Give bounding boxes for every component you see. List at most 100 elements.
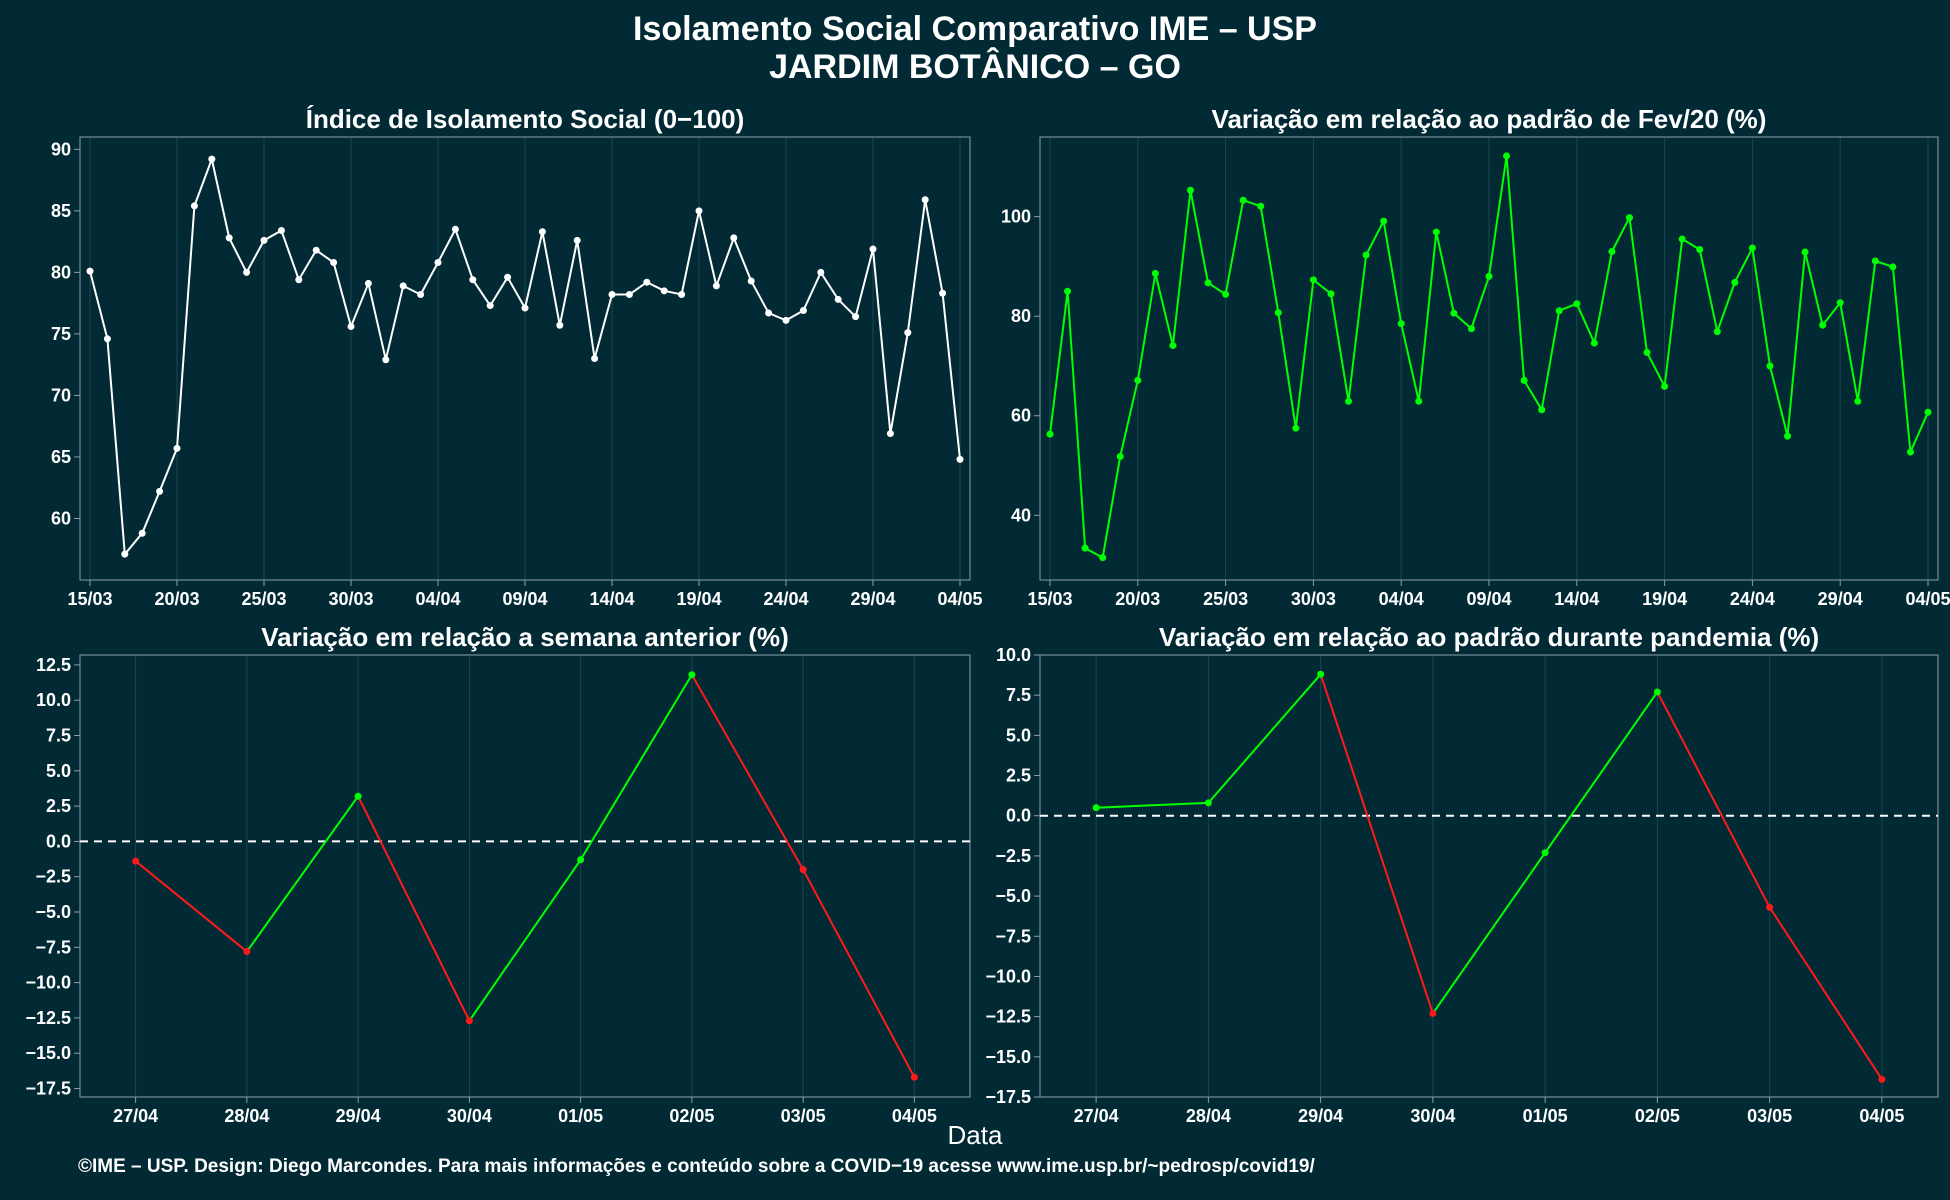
data-point bbox=[86, 267, 94, 275]
data-point bbox=[869, 245, 877, 253]
data-point bbox=[465, 1017, 473, 1025]
data-point bbox=[1204, 799, 1212, 807]
data-point bbox=[765, 309, 773, 317]
x-tick-label: 30/03 bbox=[1291, 589, 1336, 609]
data-point bbox=[1317, 670, 1325, 678]
data-point bbox=[1590, 339, 1598, 347]
data-point bbox=[1046, 430, 1054, 438]
x-tick-label: 20/03 bbox=[154, 589, 199, 609]
data-point bbox=[834, 295, 842, 303]
data-point bbox=[1292, 424, 1300, 432]
series-segment bbox=[1319, 673, 1434, 1014]
y-tick-label: −12.5 bbox=[25, 1008, 71, 1028]
data-point bbox=[1696, 245, 1704, 253]
data-point bbox=[190, 202, 198, 210]
x-tick-label: 29/04 bbox=[336, 1106, 381, 1126]
data-point bbox=[782, 316, 790, 324]
data-point bbox=[1784, 432, 1792, 440]
x-tick-label: 02/05 bbox=[1635, 1106, 1680, 1126]
data-point bbox=[1151, 269, 1159, 277]
x-tick-label: 25/03 bbox=[1203, 589, 1248, 609]
data-point bbox=[660, 287, 668, 295]
data-point bbox=[521, 304, 529, 312]
x-tick-label: 03/05 bbox=[1747, 1106, 1792, 1126]
data-point bbox=[1608, 247, 1616, 255]
chart-panel-3: Variação em relação a semana anterior (%… bbox=[25, 622, 971, 1126]
y-tick-label: 65 bbox=[51, 447, 71, 467]
data-point bbox=[1643, 349, 1651, 357]
x-tick-label: 04/05 bbox=[1859, 1106, 1904, 1126]
x-tick-label: 01/05 bbox=[558, 1106, 603, 1126]
data-point bbox=[1541, 849, 1549, 857]
x-tick-label: 24/04 bbox=[1730, 589, 1775, 609]
y-tick-label: 5.0 bbox=[46, 761, 71, 781]
data-point bbox=[1748, 244, 1756, 252]
data-point bbox=[910, 1073, 918, 1081]
x-tick-label: 27/04 bbox=[1074, 1106, 1119, 1126]
series-segment bbox=[1432, 852, 1546, 1014]
x-tick-label: 09/04 bbox=[502, 589, 547, 609]
data-point bbox=[225, 234, 233, 242]
data-point bbox=[886, 430, 894, 438]
y-tick-label: −17.5 bbox=[985, 1087, 1031, 1107]
x-tick-label: 03/05 bbox=[781, 1106, 826, 1126]
plot-frame bbox=[79, 654, 971, 1098]
data-point bbox=[1327, 290, 1335, 298]
data-point bbox=[1345, 397, 1353, 405]
data-point bbox=[1538, 406, 1546, 414]
panel-title: Índice de Isolamento Social (0−100) bbox=[306, 104, 745, 134]
x-tick-label: 27/04 bbox=[113, 1106, 158, 1126]
y-tick-label: 0.0 bbox=[1006, 806, 1031, 826]
y-tick-label: 80 bbox=[51, 262, 71, 282]
title-line-1: Isolamento Social Comparativo IME – USP bbox=[633, 10, 1317, 48]
x-tick-label: 30/04 bbox=[447, 1106, 492, 1126]
y-tick-label: −12.5 bbox=[985, 1007, 1031, 1027]
data-point bbox=[678, 291, 686, 299]
x-tick-label: 28/04 bbox=[1186, 1106, 1231, 1126]
data-point bbox=[364, 279, 372, 287]
x-tick-label: 04/05 bbox=[937, 589, 982, 609]
panel-title: Variação em relação a semana anterior (%… bbox=[261, 622, 789, 652]
data-point bbox=[1801, 248, 1809, 256]
data-point bbox=[1731, 278, 1739, 286]
x-tick-label: 24/04 bbox=[763, 589, 808, 609]
data-point bbox=[132, 857, 140, 865]
data-point bbox=[1906, 448, 1914, 456]
y-tick-label: 90 bbox=[51, 139, 71, 159]
x-tick-label: 04/04 bbox=[415, 589, 460, 609]
x-tick-label: 29/04 bbox=[850, 589, 895, 609]
data-point bbox=[1678, 235, 1686, 243]
y-tick-label: 7.5 bbox=[46, 725, 71, 745]
data-point bbox=[591, 355, 599, 362]
data-point bbox=[1274, 309, 1282, 317]
data-point bbox=[1889, 263, 1897, 271]
data-point bbox=[1362, 251, 1370, 259]
x-tick-label: 14/04 bbox=[1554, 589, 1599, 609]
chart-panel-1: Índice de Isolamento Social (0−100) 90 85 8… bbox=[51, 104, 983, 609]
panel-title: Variação em relação ao padrão durante pa… bbox=[1159, 622, 1819, 652]
x-tick-label: 04/05 bbox=[1905, 589, 1950, 609]
data-point bbox=[577, 856, 585, 864]
data-point bbox=[1064, 287, 1072, 295]
data-point bbox=[208, 155, 216, 163]
footer-credit: ©IME – USP. Design: Diego Marcondes. Par… bbox=[78, 1156, 1315, 1177]
series-segment bbox=[1096, 801, 1209, 809]
y-tick-label: 7.5 bbox=[1006, 685, 1031, 705]
data-point bbox=[260, 236, 268, 244]
data-point bbox=[1653, 688, 1661, 696]
x-tick-label: 30/04 bbox=[1410, 1106, 1455, 1126]
x-tick-label: 04/04 bbox=[1379, 589, 1424, 609]
y-tick-label: −2.5 bbox=[995, 846, 1031, 866]
y-tick-label: 2.5 bbox=[46, 796, 71, 816]
data-point bbox=[243, 268, 251, 276]
data-point bbox=[625, 291, 633, 299]
data-point bbox=[1871, 257, 1879, 265]
data-point bbox=[1099, 554, 1107, 562]
y-tick-label: 60 bbox=[51, 508, 71, 528]
y-tick-label: 75 bbox=[51, 324, 71, 344]
series-segment bbox=[1544, 691, 1659, 854]
data-point bbox=[1204, 279, 1212, 287]
series-segment bbox=[468, 859, 582, 1022]
data-point bbox=[417, 291, 425, 299]
data-point bbox=[747, 277, 755, 285]
